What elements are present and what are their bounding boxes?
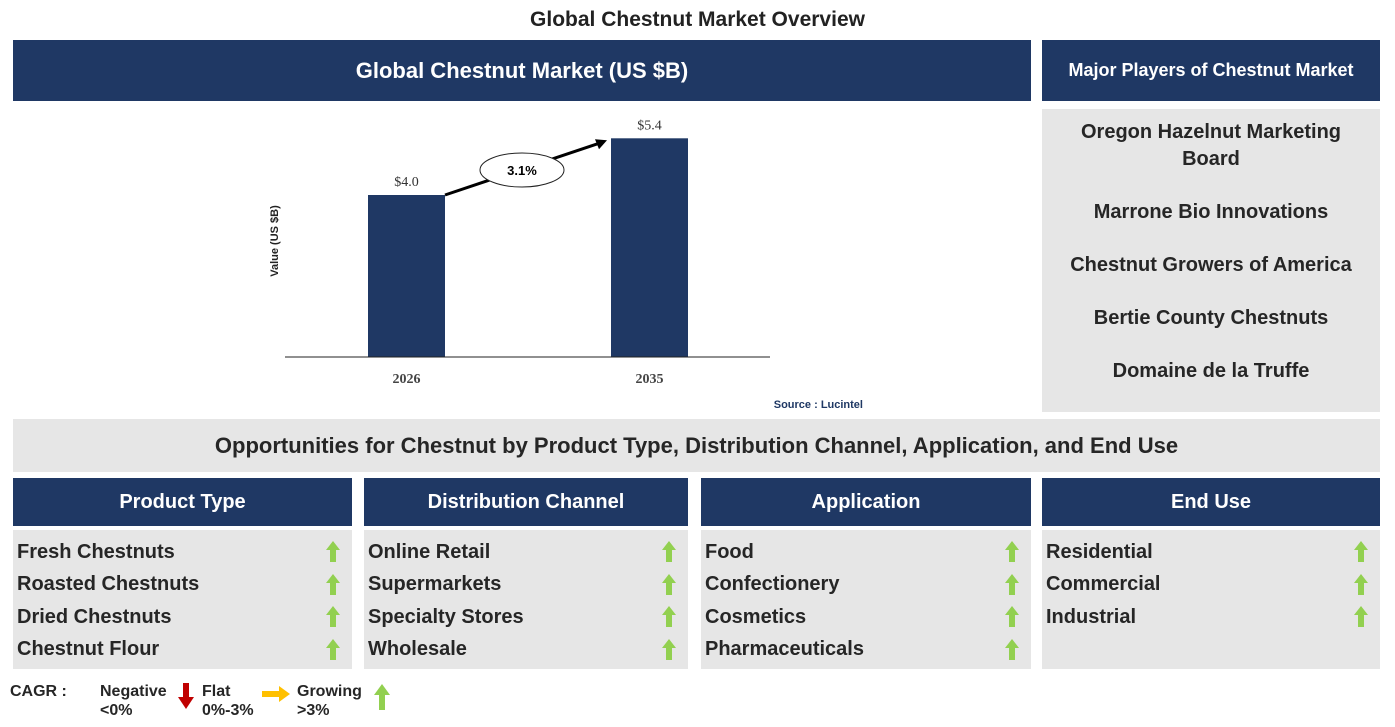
- segment-item-label: Industrial: [1046, 605, 1137, 628]
- growth-up-arrow-icon: [662, 573, 676, 596]
- growth-up-arrow-icon: [326, 638, 340, 661]
- segment-item-label: Wholesale: [368, 638, 467, 661]
- growth-up-arrow-icon: [1005, 638, 1019, 661]
- segment-header: End Use: [1042, 478, 1380, 526]
- legend-growing: Growing >3%: [297, 682, 362, 720]
- growth-up-arrow-icon: [662, 541, 676, 563]
- growth-up-arrow-icon: [326, 541, 340, 563]
- segment-item-label: Roasted Chestnuts: [17, 573, 200, 596]
- segment-item-label: Supermarkets: [368, 573, 502, 596]
- bar-2035: [611, 138, 688, 357]
- segment-item-label: Chestnut Flour: [17, 638, 160, 661]
- segment-item: Online Retail: [368, 536, 684, 569]
- cagr-arrowhead: [595, 139, 607, 150]
- growth-up-arrow-icon: [1354, 573, 1368, 596]
- segment-item-label: Cosmetics: [705, 605, 807, 628]
- segment-item: Confectionery: [705, 569, 1027, 602]
- up-arrow-icon: [374, 684, 390, 710]
- data-label: $5.4: [637, 118, 662, 133]
- market-header: Global Chestnut Market (US $B): [13, 40, 1031, 101]
- legend-growing-range: >3%: [297, 702, 330, 719]
- x-tick-label: 2026: [393, 372, 421, 387]
- segment-item: Wholesale: [368, 634, 684, 667]
- growth-up-arrow-icon: [326, 573, 340, 596]
- segment-item-label: Specialty Stores: [368, 605, 524, 628]
- segment-item: Pharmaceuticals: [705, 634, 1027, 667]
- growth-up-arrow-icon: [1005, 541, 1019, 563]
- segment-item: Food: [705, 536, 1027, 569]
- opportunities-title: Opportunities for Chestnut by Product Ty…: [13, 419, 1380, 472]
- segment-item: Specialty Stores: [368, 601, 684, 634]
- data-label: $4.0: [394, 175, 419, 190]
- growth-up-arrow-icon: [1354, 606, 1368, 628]
- y-axis-label: Value (US $B): [269, 205, 281, 277]
- segment-item-label: Pharmaceuticals: [705, 638, 864, 661]
- growth-up-arrow-icon: [1005, 606, 1019, 628]
- player-item: Bertie County Chestnuts: [1093, 307, 1329, 329]
- segment-item-label: Food: [705, 540, 754, 563]
- segment-list: Online Retail Supermarkets Specialty Store…: [364, 530, 688, 669]
- growth-up-arrow-icon: [326, 606, 340, 628]
- segment-item: Roasted Chestnuts: [17, 569, 348, 602]
- x-tick-label: 2035: [636, 372, 664, 387]
- segment-list: Residential Commercial Industrial: [1042, 530, 1380, 669]
- legend-cagr: CAGR :: [10, 683, 67, 700]
- segment-item: Commercial: [1046, 569, 1376, 602]
- segment-item: Supermarkets: [368, 569, 684, 602]
- growth-up-arrow-icon: [1005, 573, 1019, 596]
- segment-item: Fresh Chestnuts: [17, 536, 348, 569]
- segment-item-label: Commercial: [1046, 573, 1161, 596]
- legend-negative-range: <0%: [100, 702, 133, 719]
- bar-2026: [368, 195, 445, 357]
- legend-flat: Flat 0%-3%: [202, 682, 254, 720]
- page-title: Global Chestnut Market Overview: [530, 8, 865, 31]
- segment-item: Dried Chestnuts: [17, 601, 348, 634]
- segment-header: Distribution Channel: [364, 478, 688, 526]
- legend-negative: Negative <0%: [100, 682, 167, 720]
- legend-flat-range: 0%-3%: [202, 702, 254, 719]
- player-item: Marrone Bio Innovations: [1093, 201, 1329, 223]
- right-arrow-icon: [262, 686, 290, 702]
- player-item: Domaine de la Truffe: [1112, 360, 1310, 382]
- down-arrow-icon: [178, 683, 194, 709]
- legend-negative-label: Negative: [100, 683, 167, 700]
- growth-up-arrow-icon: [662, 638, 676, 661]
- segment-item: Residential: [1046, 536, 1376, 569]
- segment-list: Food Confectionery Cosmetics Pharmaceutical…: [701, 530, 1031, 669]
- segment-header: Product Type: [13, 478, 352, 526]
- cagr-label: 3.1%: [507, 163, 537, 178]
- segment-item-label: Residential: [1046, 540, 1153, 563]
- players-header: Major Players of Chestnut Market: [1042, 40, 1380, 101]
- player-item: Chestnut Growers of America: [1070, 254, 1352, 276]
- segment-header: Application: [701, 478, 1031, 526]
- segment-list: Fresh Chestnuts Roasted Chestnuts Dried Ch…: [13, 530, 352, 669]
- legend-growing-label: Growing: [297, 683, 362, 700]
- growth-up-arrow-icon: [662, 606, 676, 628]
- cagr-ellipse: [479, 152, 565, 188]
- segment-item: Industrial: [1046, 601, 1376, 634]
- segment-item-label: Dried Chestnuts: [17, 605, 172, 628]
- legend-flat-label: Flat: [202, 683, 231, 700]
- segment-item-label: Confectionery: [705, 573, 840, 596]
- source-label: Source : Lucintel: [774, 399, 863, 411]
- player-item: Oregon Hazelnut Marketing Board: [1080, 121, 1342, 170]
- market-chart: Value (US $B) $4.0 2026 $5.4 2035 3.1% Sour…: [269, 118, 863, 411]
- players-list: Oregon Hazelnut Marketing Board Marrone …: [1042, 109, 1380, 412]
- segment-item: Chestnut Flour: [17, 634, 348, 667]
- segment-item: Cosmetics: [705, 601, 1027, 634]
- segment-item-label: Online Retail: [368, 540, 491, 563]
- growth-up-arrow-icon: [1354, 541, 1368, 563]
- segment-item-label: Fresh Chestnuts: [17, 540, 175, 563]
